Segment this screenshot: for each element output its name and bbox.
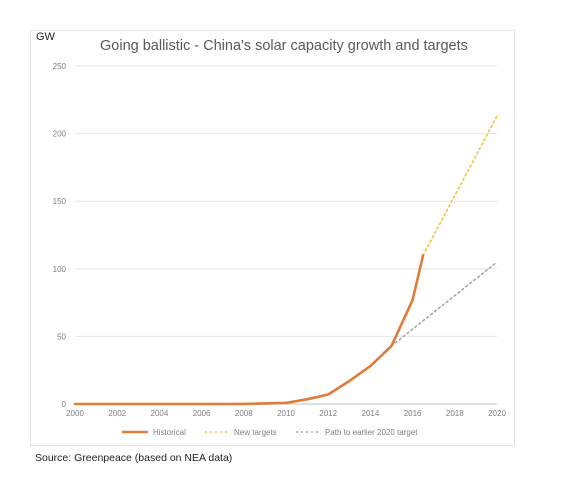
y-tick-label: 150 [53, 197, 67, 206]
x-tick-label: 2000 [66, 409, 84, 418]
y-unit-label: GW [36, 31, 55, 43]
x-tick-label: 2014 [362, 409, 380, 418]
y-tick-label: 250 [53, 62, 67, 71]
series-historical-line [73, 254, 425, 406]
y-tick-label: 200 [53, 130, 67, 139]
y-tick-label: 0 [62, 400, 67, 409]
chart-frame [30, 30, 515, 446]
x-tick-label: 2006 [193, 409, 211, 418]
x-tick-label: 2010 [277, 409, 295, 418]
x-tick-label: 2002 [108, 409, 126, 418]
x-tick-label: 2018 [446, 409, 464, 418]
source-note: Source: Greenpeace (based on NEA data) [35, 452, 233, 464]
x-tick-label: 2020 [488, 409, 506, 418]
y-tick-label: 100 [53, 265, 67, 274]
x-tick-label: 2004 [151, 409, 169, 418]
chart-title: Going ballistic - China's solar capacity… [100, 38, 468, 54]
x-tick-label: 2008 [235, 409, 253, 418]
legend-earlier-path-text: Path to earlier 2020 target [325, 428, 418, 437]
series-earlier-path-line [390, 261, 498, 347]
x-tick-label: 2016 [404, 409, 422, 418]
y-tick-label: 50 [57, 332, 66, 341]
x-tick-label: 2012 [319, 409, 337, 418]
legend-historical-text: Historical [153, 428, 186, 437]
legend-new-targets-text: New targets [234, 428, 277, 437]
series-new-targets-line [422, 115, 498, 257]
